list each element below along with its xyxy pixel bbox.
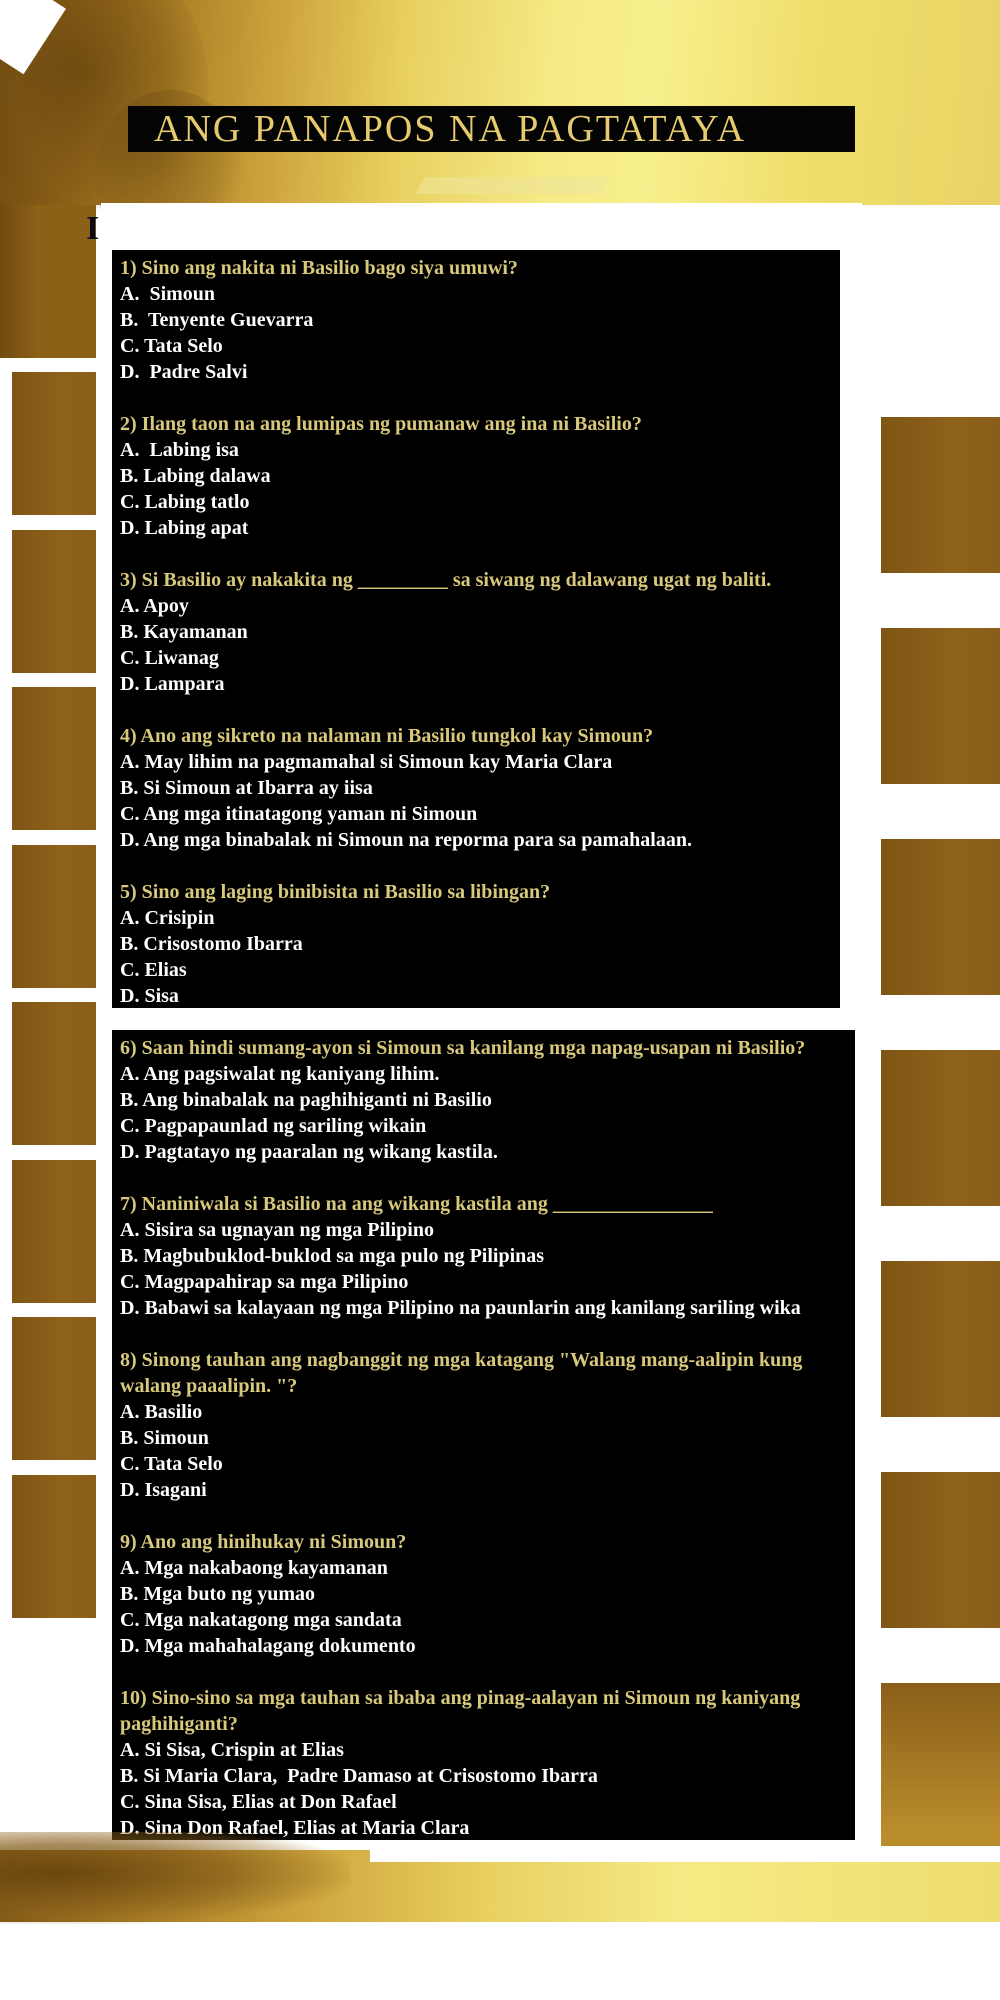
quiz-panel-questions-1-5: 1) Sino ang nakita ni Basilio bago siya …: [112, 250, 840, 1008]
question-block: 8) Sinong tauhan ang nagbanggit ng mga k…: [120, 1347, 855, 1503]
option-text: B. Ang binabalak na paghihiganti ni Basi…: [120, 1089, 492, 1111]
heading-fragment: I: [86, 210, 100, 247]
option-text: C. Sina Sisa, Elias at Don Rafael: [120, 1791, 397, 1813]
option-text: C. Liwanag: [120, 647, 219, 669]
cover-box: [101, 203, 862, 253]
option-text: C. Magpapahirap sa mga Pilipino: [120, 1271, 409, 1293]
question-block: 2) Ilang taon na ang lumipas ng pumanaw …: [120, 411, 840, 541]
question-block: 4) Ano ang sikreto na nalaman ni Basilio…: [120, 723, 840, 853]
option-text: C. Mga nakatagong mga sandata: [120, 1609, 402, 1631]
right-border-segment: [881, 1683, 1000, 1846]
right-border-segment: [881, 417, 1000, 573]
right-border-segment: [881, 1261, 1000, 1417]
question-text: 2) Ilang taon na ang lumipas ng pumanaw …: [120, 413, 642, 435]
option-text: D. Ang mga binabalak ni Simoun na reporm…: [120, 829, 692, 851]
right-border-segment: [881, 1472, 1000, 1628]
right-border-segment: [881, 1050, 1000, 1206]
option-text: A. Crisipin: [120, 907, 215, 929]
option-text: D. Pagtatayo ng paaralan ng wikang kasti…: [120, 1141, 498, 1163]
question-block: 5) Sino ang laging binibisita ni Basilio…: [120, 879, 840, 1009]
question-text: 5) Sino ang laging binibisita ni Basilio…: [120, 881, 551, 903]
option-text: B. Magbubuklod-buklod sa mga pulo ng Pil…: [120, 1245, 545, 1267]
option-text: C. Tata Selo: [120, 1453, 223, 1475]
question-text: 9) Ano ang hinihukay ni Simoun?: [120, 1531, 407, 1553]
right-border-segment: [881, 628, 1000, 784]
question-text: 3) Si Basilio ay nakakita ng _________ s…: [120, 569, 772, 591]
question-text: 4) Ano ang sikreto na nalaman ni Basilio…: [120, 725, 654, 747]
left-border-segment: [12, 687, 96, 830]
left-border-segment: [12, 845, 96, 988]
quiz-panel-questions-6-10: 6) Saan hindi sumang-ayon si Simoun sa k…: [112, 1030, 855, 1840]
option-text: B. Mga buto ng yumao: [120, 1583, 316, 1605]
option-text: D. Lampara: [120, 673, 225, 695]
option-text: A. Mga nakabaong kayamanan: [120, 1557, 388, 1579]
question-text: 8) Sinong tauhan ang nagbanggit ng mga k…: [120, 1349, 803, 1371]
option-text: A. Labing isa: [120, 439, 239, 461]
option-text: B. Simoun: [120, 1427, 209, 1449]
title-bar: ANG PANAPOS NA PAGTATAYA: [128, 106, 855, 152]
question-text: 7) Naniniwala si Basilio na ang wikang k…: [120, 1193, 713, 1215]
option-text: D. Isagani: [120, 1479, 207, 1501]
left-border-segment: [12, 1160, 96, 1303]
question-text: 10) Sino-sino sa mga tauhan sa ibaba ang…: [120, 1687, 801, 1709]
page-title: ANG PANAPOS NA PAGTATAYA: [154, 108, 747, 150]
option-text: B. Labing dalawa: [120, 465, 271, 487]
option-text: B. Si Maria Clara, Padre Damaso at Criso…: [120, 1765, 598, 1787]
question-text: paghihiganti?: [120, 1713, 238, 1735]
option-text: D. Babawi sa kalayaan ng mga Pilipino na…: [120, 1297, 801, 1319]
left-border-segment: [12, 1475, 96, 1618]
option-text: C. Tata Selo: [120, 335, 223, 357]
option-text: B. Kayamanan: [120, 621, 248, 643]
option-text: D. Padre Salvi: [120, 361, 248, 383]
option-text: C. Pagpapaunlad ng sariling wikain: [120, 1115, 427, 1137]
question-block: 3) Si Basilio ay nakakita ng _________ s…: [120, 567, 840, 697]
option-text: A. Simoun: [120, 283, 216, 305]
option-text: C. Elias: [120, 959, 187, 981]
left-border-segment: [12, 530, 96, 673]
left-border-segment: [12, 1317, 96, 1460]
option-text: A. Basilio: [120, 1401, 203, 1423]
option-text: D. Mga mahahalagang dokumento: [120, 1635, 416, 1657]
option-text: A. Si Sisa, Crispin at Elias: [120, 1739, 344, 1761]
question-block: 7) Naniniwala si Basilio na ang wikang k…: [120, 1191, 855, 1321]
left-border-segment: [12, 372, 96, 515]
option-text: A. Apoy: [120, 595, 189, 617]
ribbon-decoration: [415, 177, 610, 194]
question-block: 1) Sino ang nakita ni Basilio bago siya …: [120, 255, 840, 385]
footer-white-step: [370, 1850, 1000, 1862]
option-text: D. Labing apat: [120, 517, 249, 539]
option-text: A. May lihim na pagmamahal si Simoun kay…: [120, 751, 613, 773]
option-text: C. Ang mga itinatagong yaman ni Simoun: [120, 803, 478, 825]
option-text: B. Si Simoun at Ibarra ay iisa: [120, 777, 373, 799]
question-text: 6) Saan hindi sumang-ayon si Simoun sa k…: [120, 1037, 806, 1059]
left-border-segment: [0, 205, 96, 358]
question-block: 6) Saan hindi sumang-ayon si Simoun sa k…: [120, 1035, 855, 1165]
option-text: B. Crisostomo Ibarra: [120, 933, 303, 955]
option-text: B. Tenyente Guevarra: [120, 309, 314, 331]
question-text: 1) Sino ang nakita ni Basilio bago siya …: [120, 257, 518, 279]
option-text: C. Labing tatlo: [120, 491, 250, 513]
option-text: D. Sisa: [120, 985, 179, 1007]
option-text: A. Sisira sa ugnayan ng mga Pilipino: [120, 1219, 434, 1241]
footer-floral-ornament: [0, 1832, 350, 1924]
right-border-segment: [881, 839, 1000, 995]
question-text: walang paaalipin. "?: [120, 1375, 298, 1397]
header-gold-band: [0, 0, 1000, 260]
question-block: 9) Ano ang hinihukay ni Simoun? A. Mga na…: [120, 1529, 855, 1659]
left-border-segment: [12, 1002, 96, 1145]
question-block: 10) Sino-sino sa mga tauhan sa ibaba ang…: [120, 1685, 855, 1841]
option-text: A. Ang pagsiwalat ng kaniyang lihim.: [120, 1063, 440, 1085]
